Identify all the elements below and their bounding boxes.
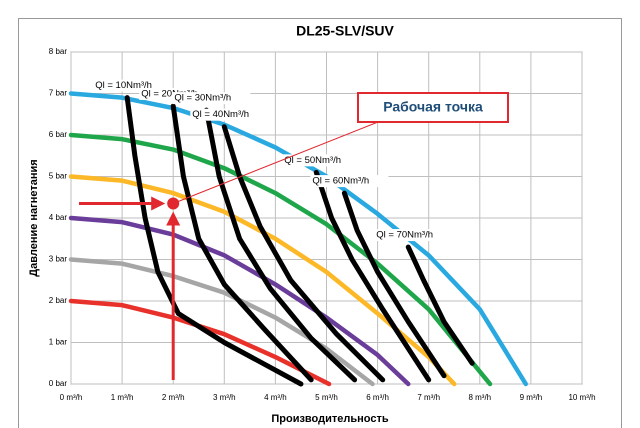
series-line (341, 190, 447, 379)
x-tick-label: 0 m³/h (60, 393, 83, 402)
series-label: Ql = 20Nm³/h (141, 88, 198, 99)
series-label: Ql = 40Nm³/h (192, 109, 249, 120)
x-tick-label: 3 m³/h (213, 393, 236, 402)
y-tick-label: 3 bar (49, 255, 68, 264)
x-axis-label: Производительность (271, 413, 388, 425)
y-tick-label: 4 bar (49, 213, 68, 222)
x-tick-label: 8 m³/h (468, 393, 491, 402)
series-label: Ql = 30Nm³/h (174, 93, 231, 104)
series-label: Ql = 10Nm³/h (95, 80, 152, 91)
series-label: Ql = 70Nm³/h (376, 230, 433, 241)
series-line (170, 103, 314, 383)
series-label: Ql = 60Nm³/h (312, 176, 369, 187)
y-tick-label: 2 bar (49, 296, 68, 305)
y-tick-label: 8 bar (49, 47, 68, 56)
series-line (313, 169, 432, 383)
series-label-bg (282, 154, 361, 167)
series-line (124, 95, 304, 387)
x-tick-label: 2 m³/h (162, 393, 185, 402)
series-line (68, 215, 411, 387)
series-label-bg (374, 229, 453, 242)
series-line (68, 257, 375, 387)
y-axis-label: Давление нагнетания (28, 159, 40, 276)
x-tick-label: 7 m³/h (417, 393, 440, 402)
y-tick-label: 7 bar (49, 89, 68, 98)
series-line (203, 107, 358, 383)
chart-title: DL25-SLV/SUV (296, 23, 394, 39)
pointer-line (173, 121, 379, 204)
working-point (167, 197, 180, 210)
y-tick-label: 1 bar (49, 338, 68, 347)
v-arrow-head (166, 211, 181, 226)
series-line (221, 124, 386, 383)
series-line (405, 244, 475, 366)
h-arrow-head (151, 196, 166, 211)
x-tick-label: 5 m³/h (315, 393, 338, 402)
series-label-bg (190, 108, 269, 121)
x-tick-label: 10 m³/h (568, 393, 595, 402)
x-tick-label: 9 m³/h (520, 393, 543, 402)
x-tick-label: 6 m³/h (366, 393, 389, 402)
x-tick-label: 4 m³/h (264, 393, 287, 402)
annotation-box (357, 92, 509, 123)
series-label-bg (310, 175, 389, 188)
series-label: Ql = 50Nm³/h (284, 155, 341, 166)
series-label-bg (172, 92, 251, 105)
y-tick-label: 5 bar (49, 172, 68, 181)
annotation: Рабочая точка (383, 99, 483, 115)
x-tick-label: 1 m³/h (111, 393, 134, 402)
y-tick-label: 0 bar (49, 379, 68, 388)
y-tick-label: 6 bar (49, 130, 68, 139)
